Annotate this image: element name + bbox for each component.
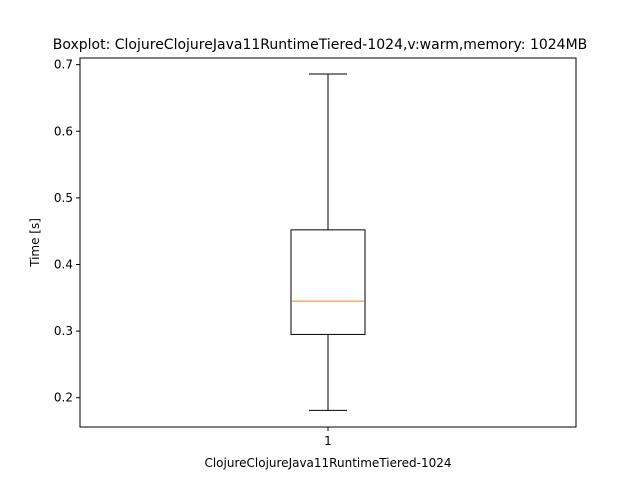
y-tick-label: 0.2 — [54, 391, 73, 405]
x-tick-label: 1 — [324, 434, 332, 448]
y-tick-label: 0.5 — [54, 191, 73, 205]
plot-area: 0.2 0.3 0.4 0.5 0.6 0.7 1 — [54, 58, 366, 448]
y-tick-label: 0.3 — [54, 324, 73, 338]
y-axis-label: Time [s] — [28, 218, 42, 268]
y-tick-label: 0.4 — [54, 257, 73, 271]
y-tick-label: 0.7 — [54, 58, 73, 72]
x-axis-label: ClojureClojureJava11RuntimeTiered-1024 — [204, 456, 451, 470]
box-iqr — [290, 229, 366, 335]
axes-frame — [79, 57, 577, 428]
chart-title: Boxplot: ClojureClojureJava11RuntimeTier… — [53, 37, 588, 53]
y-tick-label: 0.6 — [54, 124, 73, 138]
